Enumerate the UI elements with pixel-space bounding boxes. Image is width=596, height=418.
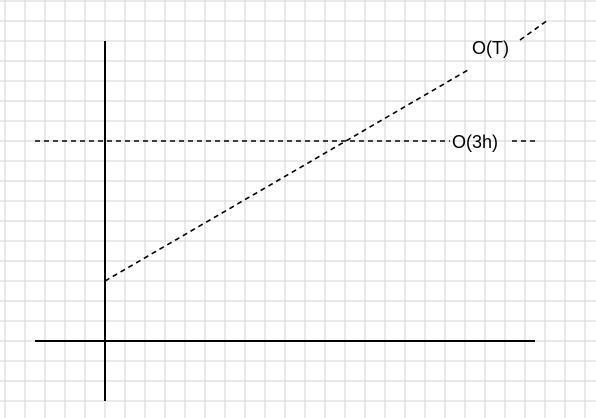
o-t-dashed-line [104,69,469,282]
o-t-dashed-line-tail [519,19,549,41]
o-3h-label: O(3h) [452,132,498,152]
o-t-label: O(T) [472,38,509,58]
